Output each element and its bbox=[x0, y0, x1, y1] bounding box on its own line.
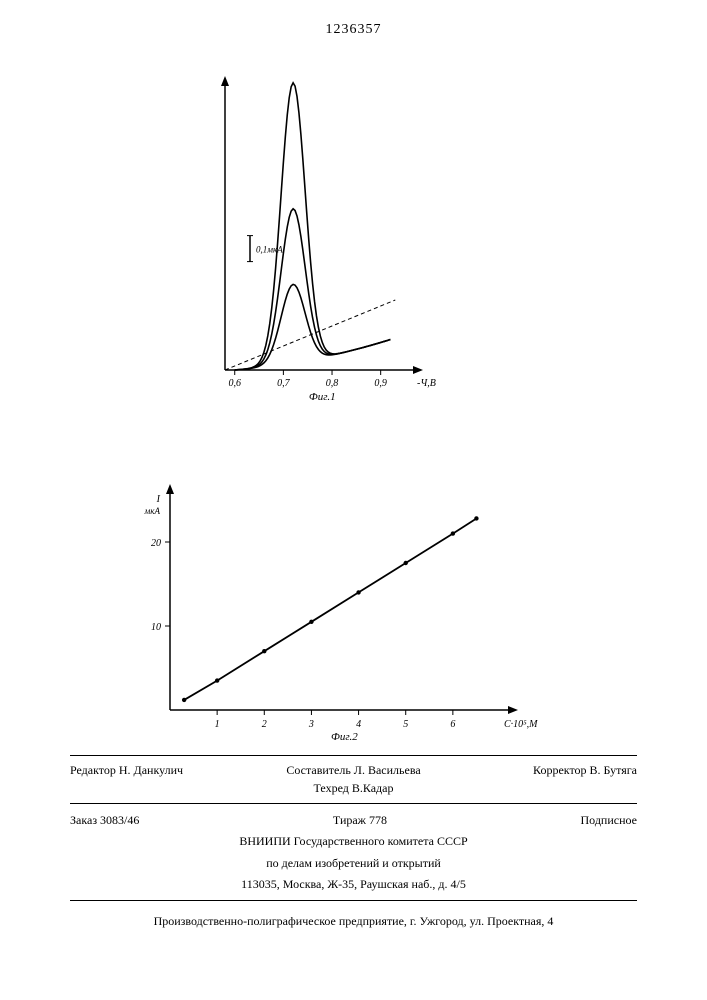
svg-text:5: 5 bbox=[403, 719, 408, 730]
svg-text:0,6: 0,6 bbox=[228, 378, 241, 389]
divider bbox=[70, 755, 637, 756]
techred-credit: Техред В.Кадар bbox=[259, 780, 448, 797]
svg-text:4: 4 bbox=[356, 719, 361, 730]
svg-text:Фиг.2: Фиг.2 bbox=[331, 731, 358, 743]
svg-text:C·10⁵,М: C·10⁵,М bbox=[504, 719, 538, 730]
footer-block: Редактор Н. Данкулич Составитель Л. Васи… bbox=[70, 749, 637, 930]
institute-address: 113035, Москва, Ж-35, Раушская наб., д. … bbox=[70, 876, 637, 893]
editor-credit: Редактор Н. Данкулич bbox=[70, 762, 259, 797]
document-number: 1236357 bbox=[0, 0, 707, 38]
podpisnoe: Подписное bbox=[581, 812, 638, 829]
svg-text:-Ч,В: -Ч,В bbox=[417, 378, 436, 389]
corrector-credit: Корректор В. Бутяга bbox=[448, 762, 637, 797]
svg-text:0,7: 0,7 bbox=[277, 378, 291, 389]
svg-text:6: 6 bbox=[450, 719, 455, 730]
svg-text:3: 3 bbox=[308, 719, 314, 730]
svg-text:I: I bbox=[156, 494, 161, 505]
svg-text:0,9: 0,9 bbox=[374, 378, 387, 389]
compiler-credit: Составитель Л. Васильева bbox=[259, 762, 448, 779]
svg-text:2: 2 bbox=[262, 719, 267, 730]
order-number: Заказ 3083/46 bbox=[70, 812, 139, 829]
production-line: Производственно-полиграфическое предприя… bbox=[70, 913, 637, 930]
figure-2: IмкА 10 20 1 2 3 4 5 6 C·10⁵,М Фиг.2 bbox=[120, 470, 540, 750]
divider bbox=[70, 803, 637, 804]
svg-text:1: 1 bbox=[215, 719, 220, 730]
svg-text:20: 20 bbox=[151, 538, 161, 549]
institute-line-1: ВНИИПИ Государственного комитета СССР bbox=[70, 833, 637, 850]
svg-text:0,1мкА: 0,1мкА bbox=[256, 245, 283, 255]
tirazh: Тираж 778 bbox=[333, 812, 387, 829]
svg-text:Фиг.1: Фиг.1 bbox=[309, 391, 336, 403]
divider bbox=[70, 900, 637, 901]
institute-line-2: по делам изобретений и открытий bbox=[70, 855, 637, 872]
figure-1: 0,6 0,7 0,8 0,9 -Ч,В 0,1мкА Фиг.1 bbox=[200, 60, 440, 410]
svg-text:мкА: мкА bbox=[144, 506, 161, 516]
figure-1-svg: 0,6 0,7 0,8 0,9 -Ч,В 0,1мкА Фиг.1 bbox=[200, 60, 440, 410]
figure-2-svg: IмкА 10 20 1 2 3 4 5 6 C·10⁵,М Фиг.2 bbox=[120, 470, 540, 750]
svg-text:10: 10 bbox=[151, 622, 161, 633]
svg-text:0,8: 0,8 bbox=[326, 378, 339, 389]
